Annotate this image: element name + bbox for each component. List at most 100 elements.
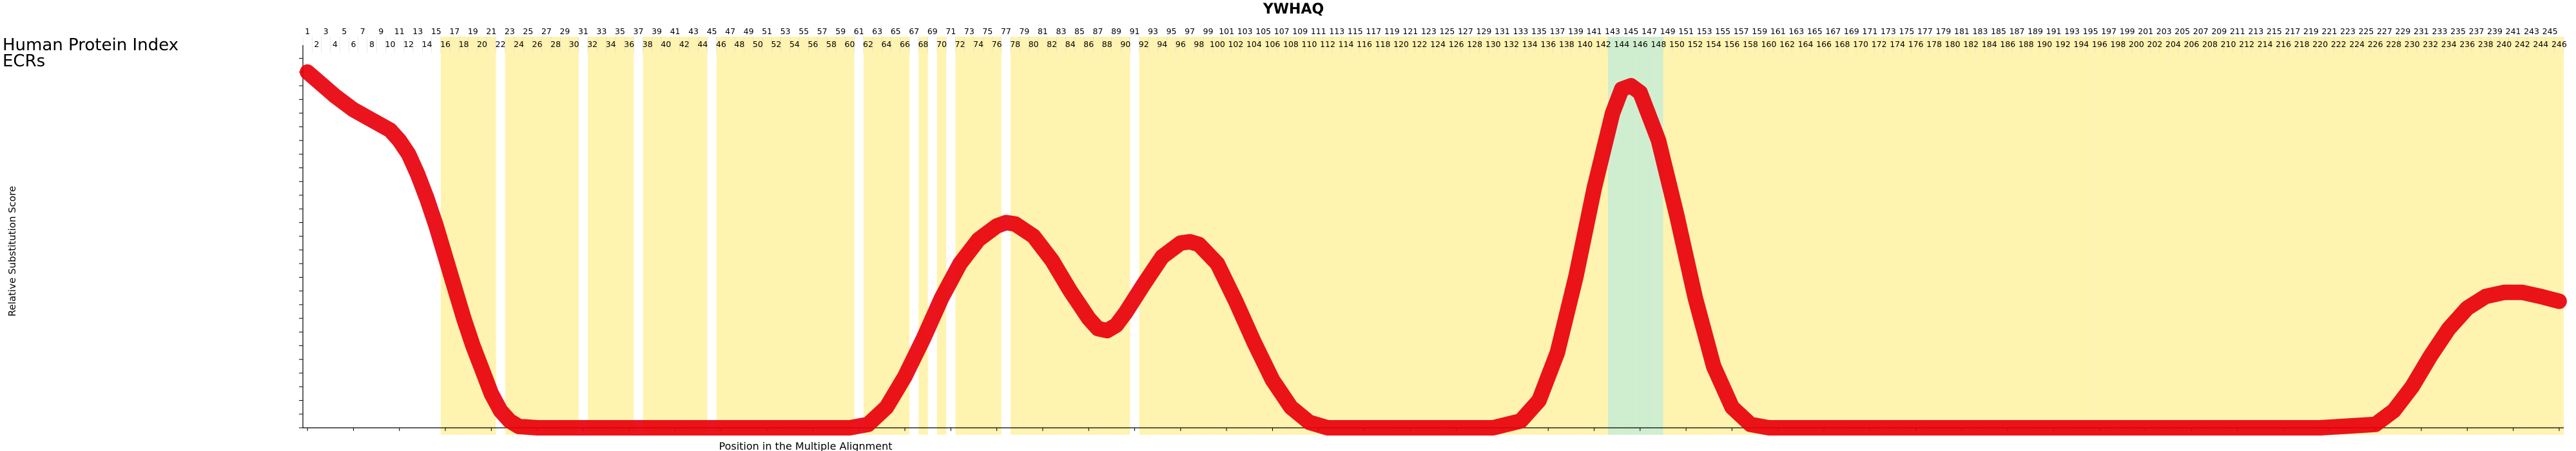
column-number: 193 bbox=[2064, 26, 2080, 36]
column-number: 225 bbox=[2358, 26, 2374, 36]
highlight-column bbox=[1755, 37, 1765, 435]
column-number: 210 bbox=[2221, 39, 2236, 49]
column-number: 212 bbox=[2239, 39, 2254, 49]
column-number: 111 bbox=[1311, 26, 1326, 36]
highlight-column bbox=[1304, 37, 1314, 435]
column-number: 189 bbox=[2028, 26, 2043, 36]
column-number: 154 bbox=[1706, 39, 1721, 49]
column-number: 240 bbox=[2496, 39, 2512, 49]
highlight-column bbox=[1846, 37, 1856, 435]
column-number: 39 bbox=[652, 26, 662, 36]
column-number: 146 bbox=[1632, 39, 1648, 49]
highlight-column bbox=[2315, 37, 2325, 435]
highlight-column bbox=[2481, 37, 2490, 435]
column-number: 88 bbox=[1102, 39, 1112, 49]
column-number: 115 bbox=[1348, 26, 1363, 36]
highlight-column bbox=[2297, 37, 2307, 435]
highlight-column bbox=[541, 37, 552, 435]
column-number: 34 bbox=[606, 39, 616, 49]
column-number: 82 bbox=[1047, 39, 1057, 49]
column-number: 109 bbox=[1292, 26, 1308, 36]
highlight-column bbox=[2260, 37, 2270, 435]
ecr-column bbox=[1626, 37, 1636, 435]
column-number: 168 bbox=[1835, 39, 1850, 49]
highlight-column bbox=[882, 37, 891, 435]
column-number: 228 bbox=[2386, 39, 2401, 49]
highlight-column bbox=[744, 37, 753, 435]
column-number: 217 bbox=[2285, 26, 2300, 36]
highlight-column bbox=[2223, 37, 2233, 435]
highlight-column bbox=[2086, 37, 2095, 435]
column-number: 110 bbox=[1302, 39, 1317, 49]
highlight-column bbox=[753, 37, 763, 435]
column-number: 116 bbox=[1357, 39, 1372, 49]
column-number: 20 bbox=[477, 39, 487, 49]
column-number: 99 bbox=[1203, 26, 1214, 36]
highlight-column bbox=[1157, 37, 1167, 435]
column-number: 195 bbox=[2083, 26, 2098, 36]
highlight-column bbox=[2288, 37, 2298, 435]
column-number: 205 bbox=[2174, 26, 2190, 36]
column-number: 21 bbox=[486, 26, 496, 36]
highlight-column bbox=[1975, 37, 1985, 435]
highlight-column bbox=[1479, 37, 1489, 435]
column-number: 219 bbox=[2303, 26, 2319, 36]
column-number: 160 bbox=[1761, 39, 1777, 49]
column-number: 135 bbox=[1531, 26, 1547, 36]
highlight-column bbox=[551, 37, 561, 435]
column-number: 155 bbox=[1715, 26, 1730, 36]
column-number: 199 bbox=[2120, 26, 2135, 36]
column-number: 163 bbox=[1788, 26, 1804, 36]
column-number: 25 bbox=[523, 26, 533, 36]
column-number: 57 bbox=[817, 26, 828, 36]
highlight-column bbox=[1139, 37, 1148, 435]
highlight-column bbox=[2049, 37, 2058, 435]
highlight-column bbox=[2104, 37, 2114, 435]
highlight-column bbox=[936, 37, 947, 435]
highlight-column bbox=[615, 37, 625, 435]
column-number: 153 bbox=[1697, 26, 1712, 36]
column-number: 132 bbox=[1504, 39, 1519, 49]
column-number: 186 bbox=[2000, 39, 2015, 49]
highlight-column bbox=[2021, 37, 2031, 435]
highlight-column bbox=[1111, 37, 1121, 435]
highlight-column bbox=[1902, 37, 1912, 435]
column-number: 185 bbox=[1991, 26, 2006, 36]
column-number: 12 bbox=[403, 39, 414, 49]
column-number: 61 bbox=[854, 26, 864, 36]
column-number: 86 bbox=[1083, 39, 1094, 49]
column-number: 238 bbox=[2478, 39, 2494, 49]
highlight-column bbox=[560, 37, 570, 435]
highlight-column bbox=[2490, 37, 2500, 435]
column-number: 90 bbox=[1120, 39, 1130, 49]
column-number: 37 bbox=[634, 26, 644, 36]
highlight-column bbox=[2444, 37, 2454, 435]
highlight-column bbox=[1516, 37, 1525, 435]
column-number: 130 bbox=[1486, 39, 1501, 49]
human-protein-index-label: Human Protein Index bbox=[3, 35, 179, 55]
column-number: 18 bbox=[459, 39, 469, 49]
column-number: 162 bbox=[1779, 39, 1795, 49]
column-number: 92 bbox=[1139, 39, 1149, 49]
highlight-column bbox=[597, 37, 606, 435]
highlight-column bbox=[2067, 37, 2077, 435]
column-number: 165 bbox=[1807, 26, 1823, 36]
highlight-column bbox=[2517, 37, 2527, 435]
column-number: 84 bbox=[1065, 39, 1076, 49]
column-number: 124 bbox=[1430, 39, 1446, 49]
highlight-column bbox=[1148, 37, 1158, 435]
highlight-column bbox=[1378, 37, 1388, 435]
highlight-column bbox=[1939, 37, 1948, 435]
column-number: 5 bbox=[342, 26, 347, 36]
highlight-column bbox=[2232, 37, 2242, 435]
substitution-score-line bbox=[300, 64, 2567, 436]
highlight-column bbox=[900, 37, 910, 435]
column-number: 145 bbox=[1623, 26, 1639, 36]
column-number: 192 bbox=[2055, 39, 2071, 49]
highlight-column bbox=[2077, 37, 2086, 435]
highlight-column bbox=[1727, 37, 1737, 435]
column-number: 52 bbox=[771, 39, 781, 49]
highlight-column bbox=[2141, 37, 2151, 435]
highlight-column bbox=[771, 37, 781, 435]
